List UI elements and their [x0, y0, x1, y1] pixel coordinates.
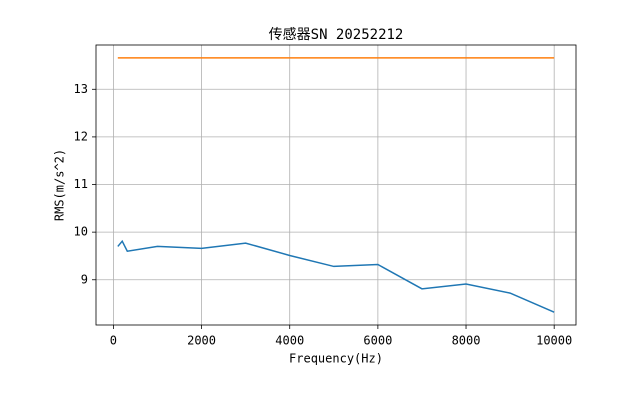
y-tick-label: 11 — [74, 177, 88, 191]
y-tick-label: 12 — [74, 129, 88, 143]
x-tick-label: 2000 — [187, 334, 216, 348]
x-axis-label: Frequency(Hz) — [289, 352, 383, 366]
x-tick-label: 10000 — [536, 334, 572, 348]
y-tick-label: 9 — [81, 272, 88, 286]
x-tick-label: 0 — [110, 334, 117, 348]
y-axis-label: RMS(m/s^2) — [53, 149, 67, 221]
x-tick-label: 4000 — [275, 334, 304, 348]
plot-frame — [95, 44, 577, 326]
x-tick-label: 6000 — [363, 334, 392, 348]
y-tick-label: 13 — [74, 82, 88, 96]
line-series — [117, 239, 555, 313]
x-tick-label: 8000 — [452, 334, 481, 348]
chart-title: 传感器SN 20252212 — [269, 26, 404, 43]
y-tick-label: 10 — [74, 225, 88, 239]
